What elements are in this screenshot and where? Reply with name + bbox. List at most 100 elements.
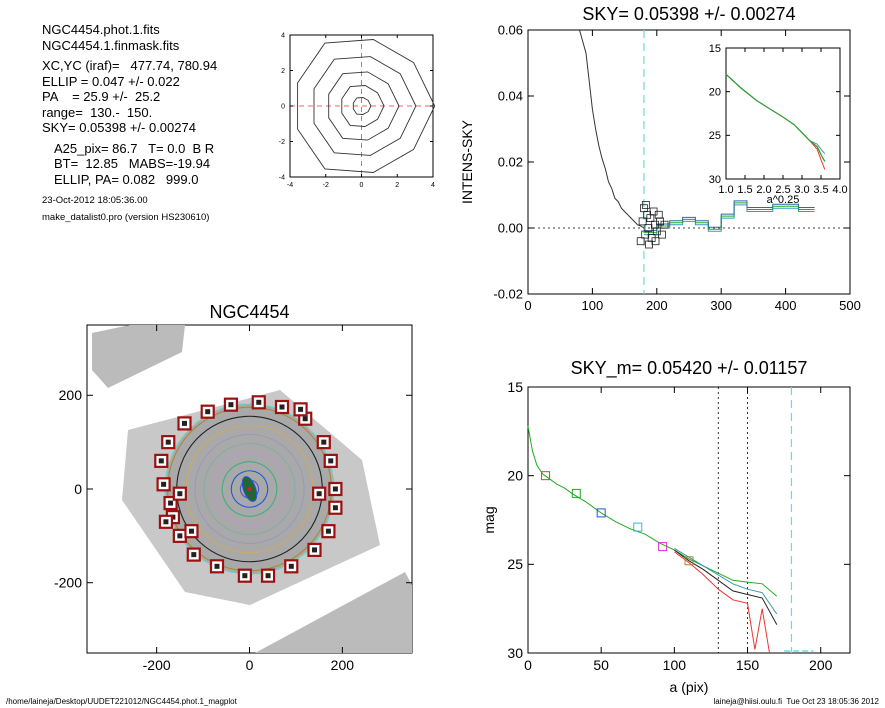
image-ytick-label: -200 [54,575,82,591]
sky-xtick-label: 100 [582,298,604,313]
date-stamp: 23-Oct-2012 18:05:36.00 [42,195,148,206]
sky-box-marker [645,240,653,249]
mag-profile-line [674,551,770,654]
image-isophote-ellipse [212,452,287,526]
magnitude-profile-plot: SKY_m= 0.05420 +/- 0.01157 0 50 100 150 200 15… [481,358,851,695]
image-sky-box-core [325,528,331,534]
sky-box-marker [641,200,650,209]
contour-xtick-label: -2 [323,182,329,189]
image-strip-top [92,325,185,388]
image-xtick-label: 200 [331,657,355,673]
inset-xtick-label: 2.5 [775,184,790,196]
sky-box-marker [658,230,666,239]
mag-xlabel: a (pix) [670,679,709,695]
contour-xtick-label: 0 [360,182,364,189]
image-isophote-ellipse [230,470,269,508]
image-isophote-ellipse [185,424,314,554]
image-strip-bottom [255,572,412,653]
inset-ytick-label: 20 [709,87,721,99]
image-ytick-label: 0 [74,481,82,497]
contour-ytick-label: -4 [279,174,285,181]
image-sky-box-core [242,573,248,579]
image-isophote-ellipse [194,433,305,545]
image-sky-box-core [214,563,220,569]
sky-ytick-label: -0.02 [493,287,523,302]
a25-value: A25_pix= 86.7 T= 0.0 B R [54,140,215,156]
image-sky-box-core [165,439,171,445]
mag-ytick-label: 30 [507,645,523,661]
image-sky-box-core [312,547,317,553]
image-sky-box-core [177,533,183,539]
inset-xtick-label: 1.0 [718,184,733,196]
image-sky-box-core [321,439,327,445]
image-isophote-ellipse [176,415,323,563]
sky-box-marker [654,210,663,219]
mag-point-marker [633,522,643,532]
mag-ylabel: mag [481,506,497,533]
pa-value: PA = 25.9 +/- 25.2 [42,89,161,104]
contour-ytick-label: 4 [281,32,285,39]
info-block: NGC4454.phot.1.fits NGC4454.1.finmask.fi… [42,22,217,226]
sky-plot-title: SKY= 0.05398 +/- 0.00274 [582,4,795,24]
contour-line [328,71,400,141]
inset-xtick-label: 1.5 [737,184,752,196]
contour-plot: -4 -2 0 2 4 -4 -2 0 2 4 [279,32,436,189]
ellip-value: ELLIP = 0.047 +/- 0.022 [42,73,180,89]
sky-xtick-label: 400 [775,298,797,313]
mag-ytick-label: 20 [507,468,523,484]
image-xtick-label: -200 [143,657,171,673]
image-sky-box-core [163,519,169,525]
contour-ytick-label: 2 [281,68,285,75]
sky-step-line [643,200,815,232]
image-ytick-label: 200 [59,387,83,403]
sky-ytick-label: 0.04 [498,89,523,104]
sky-value: SKY= 0.05398 +/- 0.00274 [42,120,196,135]
contour-line [297,39,436,173]
inset-xtick-label: 4.0 [832,184,847,196]
sky-step-line [643,204,815,236]
image-sky-box-core [188,528,194,534]
inset-background [726,48,840,179]
image-galaxy-center [247,487,252,491]
contour-xtick-label: -4 [287,182,293,189]
image-sky-box-core [177,491,183,497]
mag-profile-line [674,549,778,625]
sky-ytick-label: 0.00 [498,221,523,236]
contour-ytick-label: -2 [279,139,285,146]
ellip-pa-value: ELLIP, PA= 0.082 999.0 [54,171,199,187]
mag-xtick-label: 0 [524,657,532,673]
sky-box-marker [636,237,645,246]
mag-ytick-label: 25 [507,556,523,572]
contour-line [352,97,372,115]
sky-ylabel: INTENS-SKY [459,119,475,204]
sky-box-marker [660,220,669,229]
image-sky-box-core [302,416,308,422]
mag-xtick-label: 50 [593,657,609,673]
image-sky-box-core [161,481,167,487]
mag-xtick-label: 200 [809,657,833,673]
filename: NGC4454.phot.1.fits [42,22,160,37]
image-xtick-label: 0 [246,657,254,673]
mag-plot-title: SKY_m= 0.05420 +/- 0.01157 [571,358,808,379]
inset-profile-line [725,73,826,162]
sky-plot: SKY= 0.05398 +/- 0.00274 0 100 200 300 400 500… [459,4,861,313]
sky-box-marker [651,237,660,246]
sky-xtick-label: 300 [710,298,732,313]
image-sky-box-core [256,399,262,405]
mag-point-marker [596,508,606,518]
contour-line [341,85,385,127]
inset-ytick-label: 25 [709,130,721,142]
sky-xtick-label: 200 [646,298,668,313]
mag-xtick-label: 100 [663,657,687,673]
contour-xtick-label: 4 [431,182,435,189]
mag-profile-line [674,547,778,615]
image-sky-box-core [332,486,338,492]
sky-xtick-label: 0 [524,298,531,313]
image-sky-box-core [158,458,164,464]
contour-line [313,56,417,156]
image-sky-box-core [328,458,334,464]
mag-xtick-label: 150 [736,657,760,673]
image-isophote-ellipse [221,461,278,517]
image-sky-box-core [332,505,338,511]
